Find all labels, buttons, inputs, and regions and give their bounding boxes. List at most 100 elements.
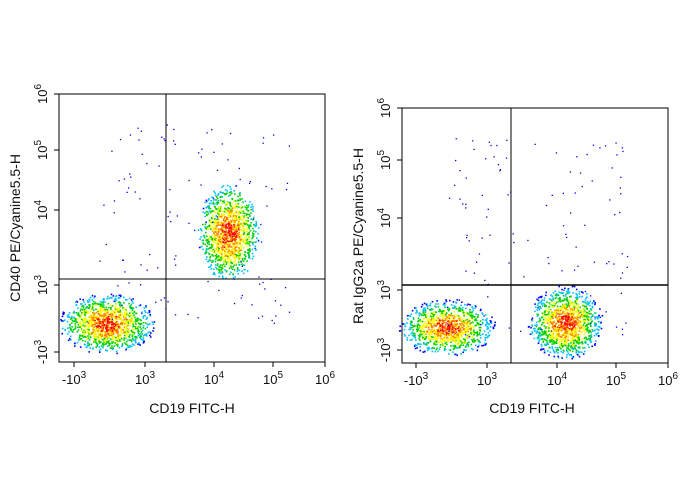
data-point <box>448 316 451 319</box>
data-point <box>460 339 462 342</box>
data-point <box>571 314 573 316</box>
data-point <box>228 227 230 230</box>
data-point <box>101 331 103 334</box>
data-point <box>554 329 556 331</box>
data-point <box>120 322 122 325</box>
data-point <box>223 230 225 233</box>
data-point <box>230 205 232 208</box>
data-point <box>575 340 577 342</box>
data-point <box>146 323 149 326</box>
data-point <box>115 318 117 321</box>
data-point <box>103 337 106 340</box>
data-point <box>588 346 590 348</box>
data-point <box>576 314 579 317</box>
data-point <box>591 329 594 331</box>
data-point <box>426 319 429 322</box>
data-point <box>577 336 579 339</box>
data-point <box>549 351 552 354</box>
data-point <box>99 334 102 336</box>
data-point <box>403 333 406 336</box>
data-point <box>452 317 455 319</box>
data-point <box>466 328 468 331</box>
data-point <box>250 212 252 214</box>
data-point <box>462 351 464 354</box>
data-point <box>481 312 483 314</box>
data-point <box>215 238 217 241</box>
data-point <box>229 221 232 223</box>
data-point <box>101 335 103 337</box>
data-point <box>454 345 457 347</box>
data-point <box>220 269 222 271</box>
data-point <box>71 316 73 318</box>
data-point <box>121 344 123 347</box>
data-point <box>214 264 217 266</box>
data-point <box>543 322 546 324</box>
data-point <box>411 334 414 337</box>
data-point <box>476 338 479 341</box>
data-point <box>99 321 102 323</box>
data-point <box>576 328 578 331</box>
data-point <box>95 337 97 339</box>
data-point <box>94 322 97 325</box>
data-point <box>553 325 556 327</box>
data-point <box>554 303 557 305</box>
data-point <box>72 329 75 331</box>
data-point <box>91 299 93 301</box>
data-point <box>108 306 110 309</box>
data-point <box>173 140 175 142</box>
data-point <box>461 332 463 334</box>
data-point <box>486 321 488 323</box>
data-point <box>566 332 569 335</box>
data-point <box>430 323 432 325</box>
data-point <box>206 239 208 242</box>
data-point <box>565 299 568 302</box>
data-point <box>222 232 225 234</box>
data-point <box>235 256 238 259</box>
data-point <box>572 292 574 294</box>
data-point <box>466 344 468 346</box>
data-point <box>111 310 113 312</box>
data-point <box>112 322 115 325</box>
data-point <box>235 210 238 212</box>
data-point <box>234 240 236 242</box>
data-point <box>224 243 227 246</box>
data-point <box>227 231 229 234</box>
data-point <box>470 347 473 350</box>
data-point <box>571 330 573 332</box>
data-point <box>236 242 238 244</box>
data-point <box>589 318 592 321</box>
data-point <box>568 323 571 326</box>
data-point <box>465 337 468 339</box>
data-point <box>417 330 420 333</box>
data-point <box>536 337 539 340</box>
data-point <box>448 339 451 341</box>
data-point <box>219 266 221 268</box>
data-point <box>562 294 565 297</box>
data-point <box>116 332 119 334</box>
data-point <box>128 325 131 327</box>
data-point <box>232 277 235 279</box>
data-point <box>445 322 447 324</box>
data-point <box>416 324 419 326</box>
data-point <box>417 343 419 345</box>
data-point <box>459 319 461 322</box>
data-point <box>89 320 91 322</box>
data-point <box>220 227 223 229</box>
data-point <box>94 302 97 305</box>
data-point <box>246 226 248 229</box>
data-point <box>565 293 567 296</box>
data-point <box>220 191 223 194</box>
data-point <box>237 213 239 215</box>
data-point <box>560 329 563 332</box>
data-point <box>139 323 142 326</box>
data-point <box>83 329 85 332</box>
data-point <box>566 329 568 332</box>
data-point <box>252 243 254 246</box>
data-point <box>237 214 240 217</box>
data-point <box>547 330 550 332</box>
data-point <box>221 202 223 205</box>
data-point <box>555 334 558 337</box>
data-point <box>458 346 461 348</box>
data-point <box>467 335 469 338</box>
